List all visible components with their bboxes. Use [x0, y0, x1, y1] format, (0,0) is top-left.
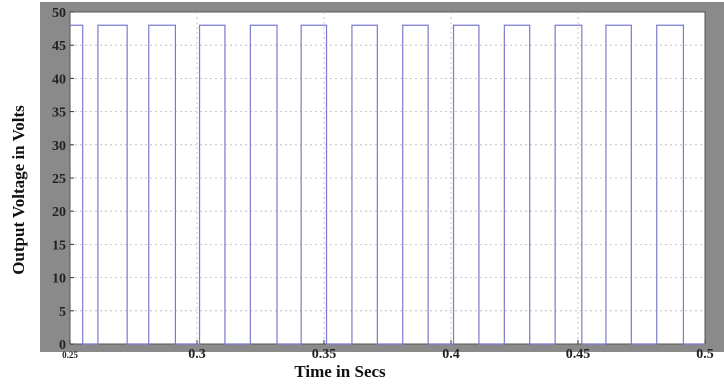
x-tick-label: 0.35 [312, 347, 337, 362]
y-tick-label: 25 [52, 172, 66, 187]
square-wave-line [70, 24, 705, 345]
x-axis-label: Time in Secs [294, 362, 386, 381]
y-tick-label: 40 [52, 72, 66, 87]
y-tick-label: 10 [52, 272, 66, 287]
y-tick-label: 35 [52, 106, 66, 121]
y-tick-label: 0 [59, 338, 66, 353]
x-tick-label: 0.5 [696, 347, 714, 362]
x-tick-label: 0.25 [62, 350, 78, 360]
y-tick-label: 45 [52, 39, 66, 54]
y-tick-label: 30 [52, 139, 66, 154]
x-tick-labels: 0.25 0.3 0.35 0.4 0.45 0.5 [62, 347, 714, 362]
y-tick-label: 5 [59, 305, 66, 320]
x-tick-label: 0.3 [188, 347, 206, 362]
x-tick-label: 0.4 [442, 347, 460, 362]
series-layer [70, 24, 705, 345]
y-tick-label: 20 [52, 205, 66, 220]
y-tick-labels: 0 5 10 15 20 25 30 35 40 45 50 [52, 6, 66, 353]
y-axis-label: Output Voltage in Volts [9, 105, 28, 275]
y-tick-label: 50 [52, 6, 66, 21]
y-tick-label: 15 [52, 238, 66, 253]
x-tick-label: 0.45 [566, 347, 591, 362]
